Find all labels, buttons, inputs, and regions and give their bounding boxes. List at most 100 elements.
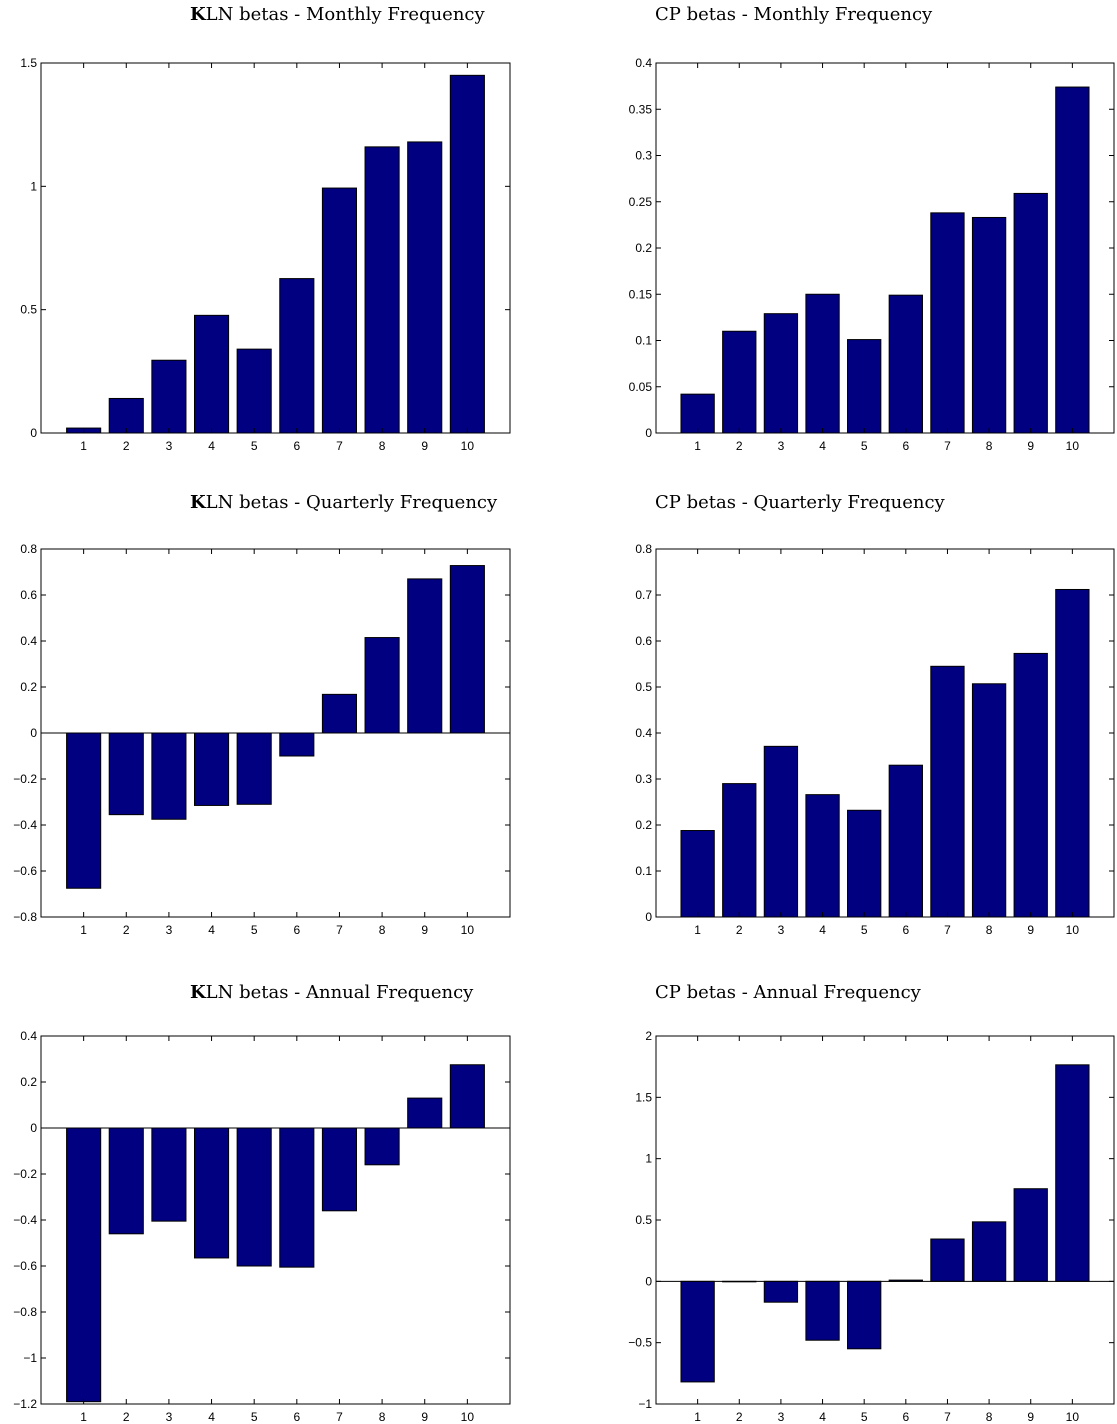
bar-cp-annual-7 [930, 1238, 965, 1282]
bar-cp-quarterly-1 [680, 830, 715, 918]
bar-kln-quarterly-3 [151, 732, 187, 820]
x-tick-label: 3 [778, 923, 785, 937]
bar-kln-quarterly-5 [236, 732, 272, 805]
x-tick-label: 4 [819, 439, 826, 453]
bar-cp-monthly-1 [680, 393, 715, 434]
bar-kln-annual-4 [193, 1127, 230, 1259]
y-tick-label: 2 [645, 1029, 652, 1043]
x-tick-label: 10 [1066, 923, 1080, 937]
x-tick-label: 9 [421, 1410, 428, 1424]
x-tick-label: 4 [819, 923, 826, 937]
x-tick-label: 2 [123, 923, 130, 937]
title-cp-monthly: CP betas - Monthly Frequency [655, 4, 933, 25]
x-tick-label: 6 [293, 1410, 300, 1424]
bar-cp-quarterly-10 [1055, 588, 1090, 918]
y-tick-label: 0.3 [635, 149, 652, 163]
x-tick-label: 5 [251, 439, 258, 453]
bar-kln-monthly-2 [108, 397, 144, 434]
bar-cp-monthly-2 [722, 330, 757, 434]
x-tick-label: 10 [1066, 439, 1080, 453]
y-tick-label: −0.2 [13, 1167, 37, 1181]
bar-kln-quarterly-9 [407, 578, 443, 734]
y-tick-label: 0.8 [635, 542, 652, 556]
x-tick-label: 7 [944, 923, 951, 937]
x-tick-label: 1 [80, 1410, 87, 1424]
bar-kln-quarterly-2 [108, 732, 144, 816]
bar-kln-annual-5 [236, 1127, 272, 1267]
y-tick-label: 0.2 [20, 1075, 37, 1089]
title-kln-annual: KLN betas - Annual Frequency [190, 982, 474, 1003]
x-tick-label: 4 [208, 439, 215, 453]
bar-kln-annual-6 [279, 1127, 315, 1268]
y-tick-label: 0.05 [629, 380, 653, 394]
x-tick-label: 7 [336, 1410, 343, 1424]
axes-box [40, 62, 511, 434]
x-tick-label: 7 [336, 439, 343, 453]
x-tick-label: 8 [379, 439, 386, 453]
x-tick-label: 10 [461, 923, 475, 937]
y-tick-label: 0.5 [635, 1213, 652, 1227]
x-tick-label: 5 [251, 923, 258, 937]
bar-cp-annual-9 [1013, 1188, 1048, 1282]
y-tick-label: 0 [30, 726, 37, 740]
title-cp-quarterly: CP betas - Quarterly Frequency [655, 492, 945, 513]
bar-cp-monthly-7 [930, 212, 965, 434]
bar-kln-monthly-7 [321, 187, 358, 434]
y-tick-label: 1 [30, 179, 37, 193]
x-tick-label: 1 [80, 923, 87, 937]
bar-kln-annual-9 [407, 1097, 443, 1129]
bar-cp-annual-5 [847, 1280, 882, 1350]
x-tick-label: 6 [293, 439, 300, 453]
bar-kln-monthly-6 [279, 278, 315, 434]
bar-kln-quarterly-10 [449, 565, 485, 734]
x-tick-label: 5 [861, 439, 868, 453]
x-tick-label: 10 [461, 1410, 475, 1424]
y-tick-label: 0.4 [20, 634, 37, 648]
y-tick-label: −0.8 [13, 910, 37, 924]
x-tick-label: 8 [986, 439, 993, 453]
x-tick-label: 6 [902, 923, 909, 937]
bar-cp-quarterly-6 [888, 764, 923, 918]
y-tick-label: 0 [30, 1121, 37, 1135]
y-tick-label: 0 [645, 1274, 652, 1288]
bar-kln-monthly-8 [364, 146, 400, 434]
y-tick-label: 0.8 [20, 542, 37, 556]
y-tick-label: 1.5 [635, 1090, 652, 1104]
chart-kln-monthly: 0 0.5 1 1.5 1 2 3 4 5 6 7 8 9 10 [20, 56, 511, 453]
x-tick-label: 2 [736, 439, 743, 453]
x-tick-label: 9 [1027, 1410, 1034, 1424]
bar-cp-quarterly-5 [847, 809, 882, 918]
x-tick-label: 9 [1027, 923, 1034, 937]
x-tick-label: 9 [421, 923, 428, 937]
x-tick-label: 1 [694, 923, 701, 937]
bar-kln-monthly-5 [236, 348, 272, 434]
y-tick-label: 0.25 [629, 195, 653, 209]
y-tick-label: 1.5 [20, 56, 37, 70]
title-kln-quarterly: KLN betas - Quarterly Frequency [190, 492, 498, 513]
y-tick-label: 0.4 [635, 726, 652, 740]
y-tick-label: −0.5 [628, 1336, 652, 1350]
y-tick-label: 0.1 [635, 334, 652, 348]
bar-kln-annual-10 [449, 1064, 485, 1129]
y-tick-label: −1 [23, 1351, 37, 1365]
bar-cp-annual-8 [971, 1221, 1007, 1282]
title-kln-monthly: KLN betas - Monthly Frequency [190, 4, 485, 25]
y-tick-label: 0.1 [635, 864, 652, 878]
y-tick-label: 0.35 [629, 102, 653, 116]
y-tick-label: 1 [645, 1152, 652, 1166]
x-tick-label: 5 [861, 1410, 868, 1424]
y-tick-label: 0.6 [635, 634, 652, 648]
y-tick-label: 0.7 [635, 588, 652, 602]
y-tick-label: −0.4 [13, 1213, 37, 1227]
x-tick-label: 7 [336, 923, 343, 937]
x-tick-label: 5 [861, 923, 868, 937]
bar-cp-quarterly-9 [1013, 652, 1048, 918]
x-tick-label: 5 [251, 1410, 258, 1424]
x-tick-label: 3 [166, 1410, 173, 1424]
x-tick-label: 3 [778, 1410, 785, 1424]
x-tick-label: 3 [166, 439, 173, 453]
bar-kln-annual-7 [321, 1127, 358, 1212]
x-tick-label: 2 [736, 1410, 743, 1424]
